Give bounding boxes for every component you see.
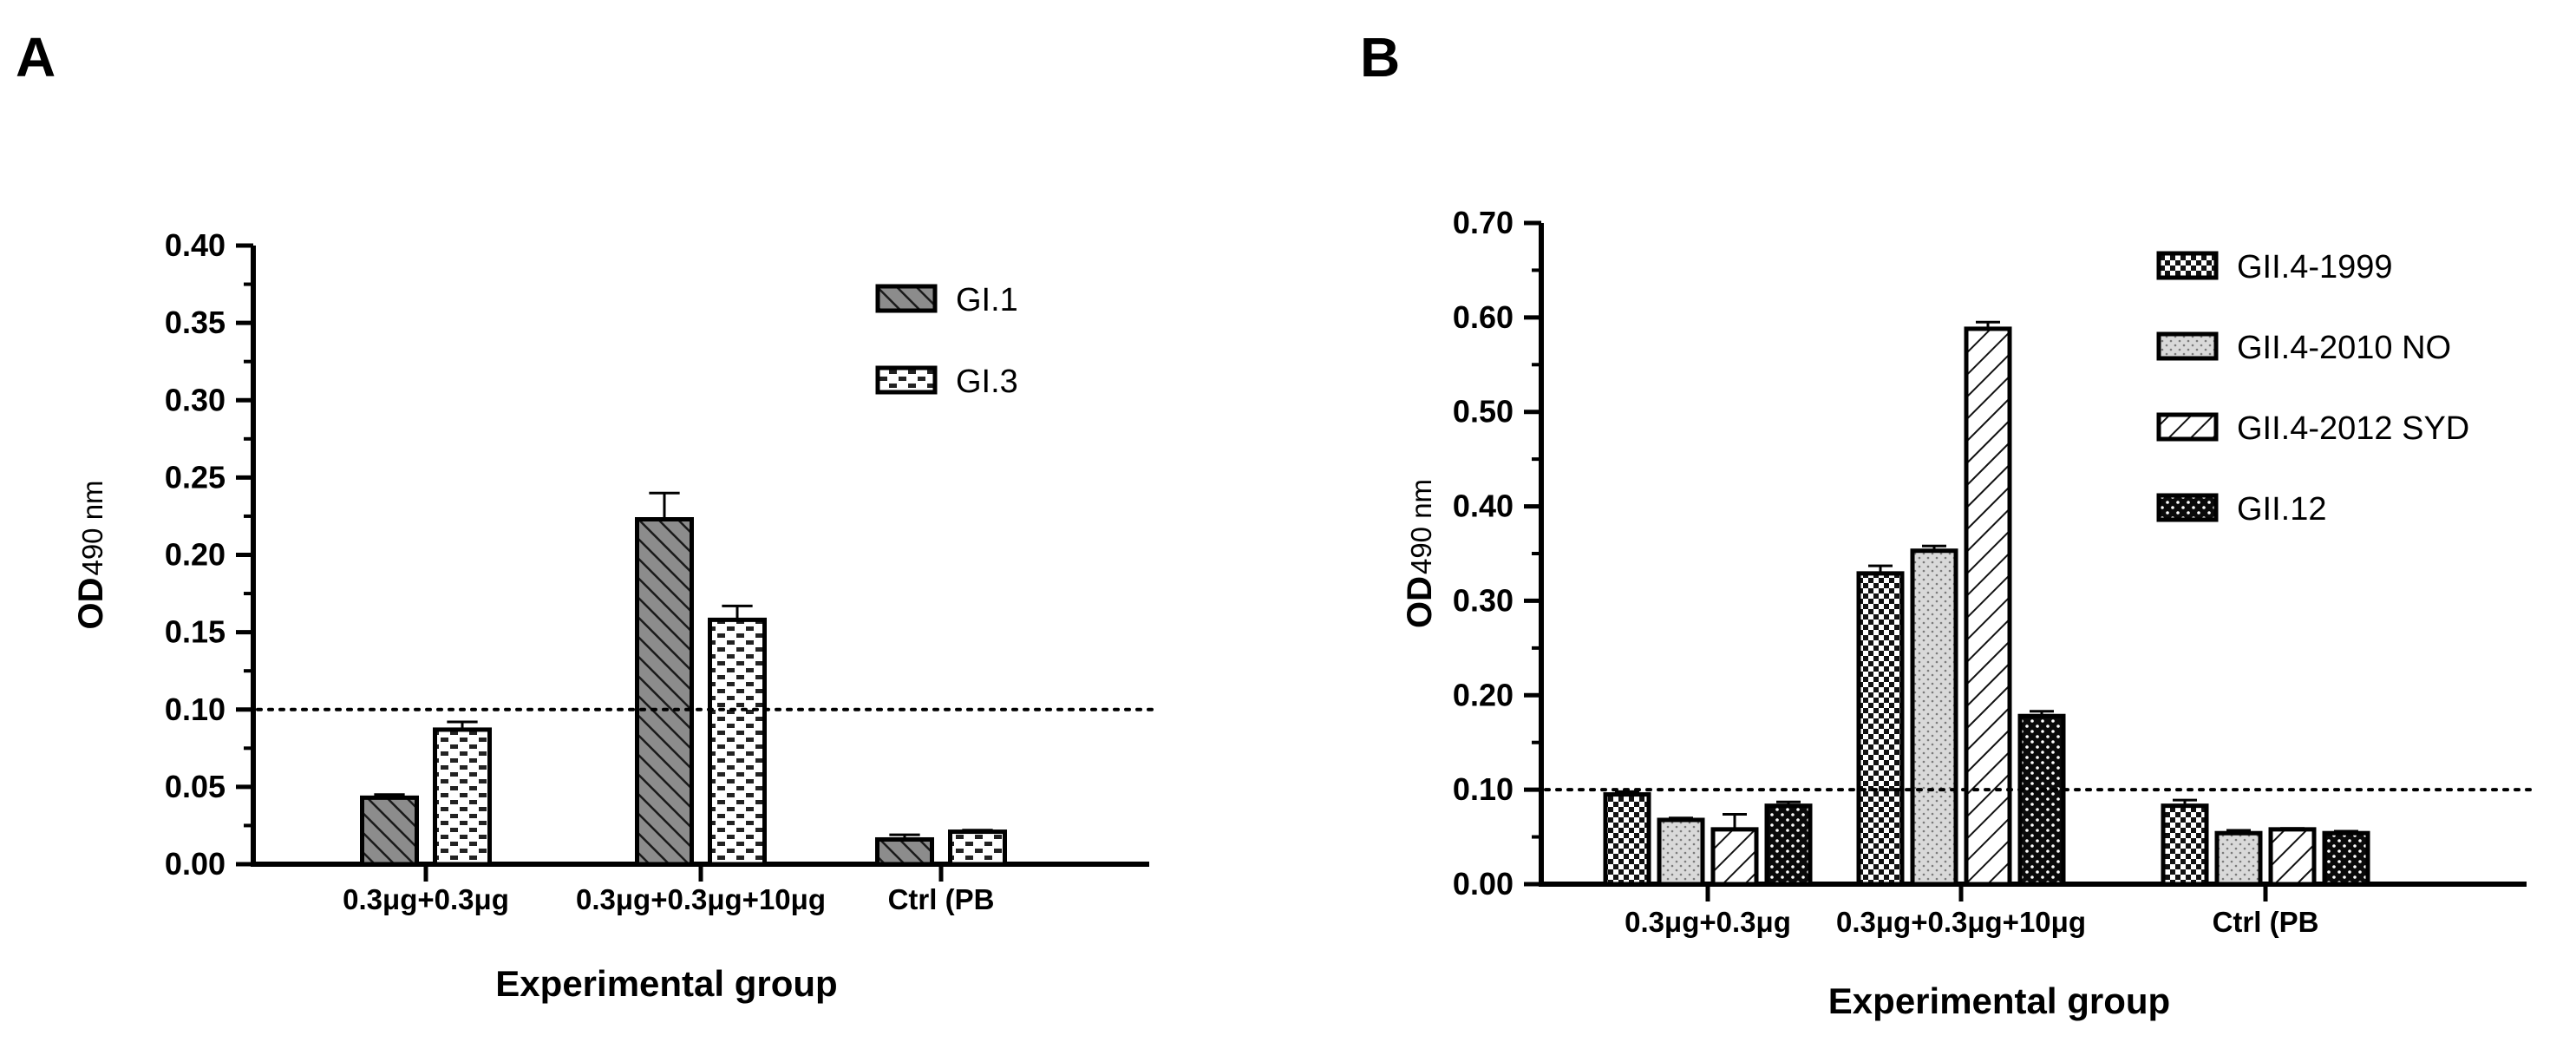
legend-label: GII.4-2010 NO	[2237, 330, 2451, 366]
y-tick-label: 0.25	[165, 459, 226, 495]
bar	[1964, 326, 2012, 887]
y-tick-label: 0.60	[1453, 299, 1514, 335]
y-tick-label: 0.30	[1453, 582, 1514, 618]
panel-label: B	[1360, 26, 1400, 89]
y-tick-label: 0.00	[165, 846, 226, 882]
bar	[360, 795, 419, 867]
legend-swatch	[875, 365, 938, 395]
category-label: 0.3μg+0.3μg	[1625, 906, 1791, 938]
bar	[2268, 827, 2317, 887]
bar	[2017, 713, 2066, 887]
bar	[1910, 548, 1958, 887]
y-tick-label: 0.20	[1453, 677, 1514, 712]
legend-label: GII.4-1999	[2237, 249, 2393, 285]
bar	[1764, 803, 1813, 887]
bar	[433, 727, 492, 867]
x-axis-label: Experimental group	[1828, 980, 2170, 1021]
panel-label: A	[16, 26, 56, 89]
bar	[2322, 830, 2370, 887]
legend-swatch	[2156, 493, 2219, 522]
y-axis-label: OD490 nm	[1401, 479, 1439, 628]
category-label: Ctrl (PB	[2213, 906, 2319, 938]
bar	[2214, 830, 2263, 887]
chart-panel-b: B 0.00 0.10 0.20 0.30 0.40 0.50 0.60 0.70 0.3μg+0…	[1360, 26, 2539, 1021]
bar	[1856, 571, 1905, 887]
category-label: 0.3μg+0.3μg+10μg	[576, 883, 826, 915]
bar	[948, 829, 1007, 867]
bar	[1710, 827, 1759, 887]
y-axis-label: OD490 nm	[72, 480, 110, 629]
legend-swatch	[2156, 251, 2219, 280]
y-tick-label: 0.35	[165, 305, 226, 340]
y-tick-label: 0.15	[165, 614, 226, 650]
legend-swatch	[2156, 331, 2219, 361]
legend-label: GI.1	[956, 282, 1018, 318]
y-tick-label: 0.20	[165, 537, 226, 573]
y-tick-label: 0.50	[1453, 394, 1514, 429]
legend-swatch	[2156, 412, 2219, 442]
bar	[2161, 803, 2209, 887]
y-tick-label: 0.70	[1453, 205, 1514, 240]
bar	[1603, 792, 1651, 887]
y-tick-label: 0.05	[165, 769, 226, 804]
bar	[875, 836, 934, 867]
legend-label: GI.3	[956, 364, 1018, 400]
y-tick-label: 0.10	[165, 692, 226, 727]
y-tick-label: 0.40	[1453, 488, 1514, 524]
y-tick-label: 0.00	[1453, 866, 1514, 901]
legend-label: GII.4-2012 SYD	[2237, 410, 2469, 447]
y-tick-label: 0.40	[165, 227, 226, 263]
chart-panel-a: A 0.00 0.05 0.10 0.15 0.20 0.25 0.30 0.35 0.40 0.3…	[16, 26, 1161, 1004]
category-label: 0.3μg+0.3μg	[343, 883, 509, 915]
bar	[708, 617, 767, 867]
bar	[635, 517, 694, 867]
category-label: Ctrl (PB	[888, 883, 995, 915]
category-label: 0.3μg+0.3μg+10μg	[1836, 906, 2086, 938]
x-axis-label: Experimental group	[495, 963, 837, 1004]
y-tick-label: 0.30	[165, 382, 226, 417]
legend-label: GII.12	[2237, 491, 2327, 528]
y-tick-label: 0.10	[1453, 771, 1514, 807]
bar	[1657, 817, 1705, 887]
legend-swatch	[875, 284, 938, 313]
